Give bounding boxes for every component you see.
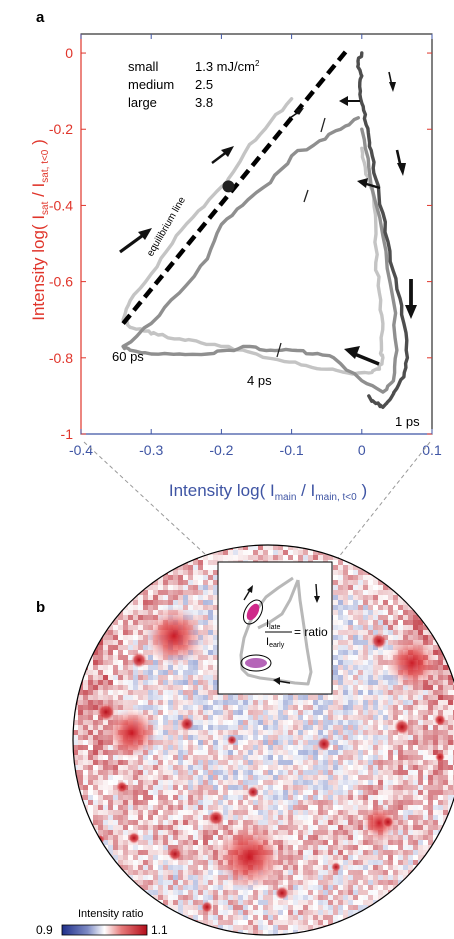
bragg-spot — [128, 832, 140, 844]
panel-b-label: b — [36, 599, 45, 616]
bragg-spot — [435, 752, 445, 762]
y-tick-label: -0.8 — [49, 350, 73, 366]
marker-point — [222, 180, 235, 193]
early-region — [245, 658, 267, 668]
bragg-spot — [331, 862, 341, 872]
y-tick-label: -0.2 — [49, 121, 73, 137]
bragg-spot — [275, 886, 289, 900]
late-ellipse — [242, 599, 263, 625]
legend-value-large: 3.8 — [195, 95, 213, 110]
bragg-spot — [386, 637, 438, 689]
y-axis-label: Intensity log( Isat / Isat, t<0 ) — [29, 139, 51, 321]
y-tick-label: -0.4 — [49, 197, 73, 213]
y-ticks: 0 -0.2 -0.4 -0.6 -0.8 -1 — [49, 45, 432, 442]
bragg-spot — [382, 816, 394, 828]
colorbar-min: 0.9 — [36, 923, 53, 937]
arrow-icon — [289, 108, 304, 119]
arrow-icon — [211, 146, 234, 164]
detector-boundary — [72, 544, 454, 936]
bragg-spots — [95, 606, 446, 913]
x-tick-label: -0.1 — [280, 442, 304, 458]
trace-tick-marks — [276, 117, 326, 358]
arrow-icon — [395, 149, 406, 176]
late-region — [246, 603, 260, 621]
x-axis-label: Intensity log( Imain / Imain, t<0 ) — [169, 481, 367, 503]
y-tick-label: 0 — [65, 45, 73, 61]
panel-a-chart: 0 -0.2 -0.4 -0.6 -0.8 -1 -0.4 -0.3 -0.2 -0.1 0 0.1 — [29, 33, 442, 503]
x-tick-label: -0.4 — [69, 442, 93, 458]
legend-name-small: small — [128, 59, 158, 74]
label-4ps: 4 ps — [247, 373, 272, 388]
equilibrium-line — [121, 47, 350, 325]
y-tick-label: -1 — [61, 426, 74, 442]
x-ticks: -0.4 -0.3 -0.2 -0.1 0 0.1 — [69, 34, 442, 458]
bragg-spot — [131, 652, 147, 668]
bragg-spot — [106, 707, 158, 759]
legend-name-large: large — [128, 95, 157, 110]
ratio-denominator: Iearly — [266, 636, 285, 649]
arrow-icon — [339, 96, 360, 106]
ratio-numerator: Ilate — [266, 618, 280, 631]
label-60ps: 60 ps — [112, 349, 144, 364]
colorbar-max: 1.1 — [151, 923, 168, 937]
legend: small medium large 1.3 mJ/cm2 2.5 3.8 — [128, 59, 260, 110]
panel-a-label: a — [36, 9, 45, 26]
y-tick-label: -0.6 — [49, 274, 73, 290]
bragg-spot — [317, 737, 331, 751]
arrow-icon — [388, 71, 396, 92]
colorbar-gradient — [61, 924, 148, 936]
bragg-spot — [371, 633, 387, 649]
arrow-icon — [357, 178, 381, 190]
inset-loop — [239, 576, 313, 686]
bragg-spot — [201, 901, 213, 913]
x-tick-label: -0.2 — [209, 442, 233, 458]
bragg-spot — [361, 805, 397, 841]
bragg-spot — [394, 719, 410, 735]
arrow-icon — [405, 279, 417, 319]
arrow-icon — [119, 228, 152, 254]
x-tick-label: 0 — [358, 442, 366, 458]
x-tick-label: 0.1 — [422, 442, 442, 458]
ratio-text: = ratio — [294, 625, 328, 639]
series-medium-line — [121, 116, 399, 394]
series-small-line — [121, 97, 385, 376]
label-1ps: 1 ps — [395, 414, 420, 429]
inset-loop-inner — [257, 579, 300, 630]
colorbar-label: Intensity ratio — [78, 908, 143, 920]
bragg-spot — [247, 786, 259, 798]
series-group — [121, 51, 410, 409]
colorbar: Intensity ratio 0.9 1.1 — [36, 908, 168, 937]
direction-arrows — [119, 71, 417, 366]
arrow-icon — [314, 583, 320, 603]
arrow-icon — [273, 677, 291, 685]
bragg-spot — [144, 606, 204, 666]
bragg-spot — [208, 810, 224, 826]
bragg-spot — [434, 714, 446, 726]
arrow-icon — [243, 585, 253, 601]
zoom-connectors — [83, 441, 431, 569]
legend-value-small: 1.3 mJ/cm2 — [195, 59, 260, 74]
legend-value-medium: 2.5 — [195, 77, 213, 92]
bragg-spot — [116, 781, 128, 793]
inset-box: Ilate Iearly = ratio — [217, 561, 333, 695]
early-ellipse — [240, 654, 272, 672]
bragg-spot — [180, 717, 194, 731]
series-large-line — [356, 51, 410, 409]
bragg-spot — [97, 703, 115, 721]
x-tick-label: -0.3 — [139, 442, 163, 458]
bragg-spot — [215, 823, 283, 891]
legend-name-medium: medium — [128, 77, 174, 92]
arrow-icon — [344, 346, 380, 366]
bragg-spot — [168, 847, 182, 861]
bragg-spot — [227, 735, 237, 745]
